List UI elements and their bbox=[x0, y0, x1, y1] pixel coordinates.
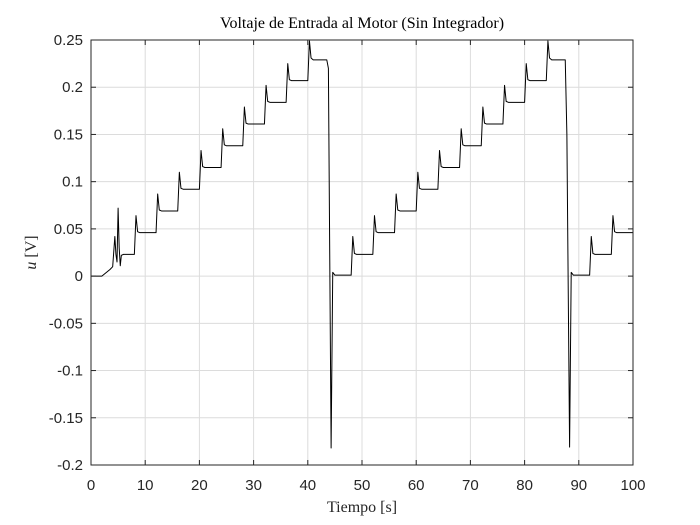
x-tick-label: 80 bbox=[516, 477, 533, 494]
x-tick-label: 70 bbox=[462, 477, 479, 494]
x-tick-label: 10 bbox=[137, 477, 154, 494]
y-axis-label: u [V] bbox=[23, 235, 40, 269]
y-tick-label: 0.1 bbox=[62, 174, 83, 191]
data-layer bbox=[91, 40, 633, 449]
y-tick-label: -0.1 bbox=[57, 363, 83, 380]
x-tick-label: 50 bbox=[354, 477, 371, 494]
x-tick-labels: 0 10 20 30 40 50 60 70 80 90 100 bbox=[87, 477, 646, 494]
y-tick-label: -0.15 bbox=[49, 410, 83, 427]
x-tick-label: 100 bbox=[620, 477, 645, 494]
chart-title: Voltaje de Entrada al Motor (Sin Integra… bbox=[220, 15, 504, 32]
x-tick-label: 0 bbox=[87, 477, 95, 494]
y-tick-label: -0.05 bbox=[49, 315, 83, 332]
x-tick-label: 20 bbox=[191, 477, 208, 494]
x-axis-label: Tiempo [s] bbox=[327, 499, 397, 516]
y-axis-label-unit: [V] bbox=[23, 235, 40, 261]
x-tick-label: 40 bbox=[299, 477, 316, 494]
y-axis-label-variable: u bbox=[23, 262, 40, 270]
y-tick-label: 0.05 bbox=[54, 221, 83, 238]
x-tick-label: 90 bbox=[570, 477, 587, 494]
y-tick-label: 0.25 bbox=[54, 32, 83, 49]
y-tick-label: 0.15 bbox=[54, 126, 83, 143]
y-tick-labels: -0.2 -0.15 -0.1 -0.05 0 0.05 0.1 0.15 0.2 0.25 bbox=[49, 32, 83, 474]
y-tick-label: 0.2 bbox=[62, 79, 83, 96]
y-tick-label: 0 bbox=[75, 268, 83, 285]
voltage-series-line bbox=[91, 40, 633, 449]
y-tick-label: -0.2 bbox=[57, 457, 83, 474]
tick-marks bbox=[90, 39, 634, 466]
x-tick-label: 30 bbox=[245, 477, 262, 494]
x-tick-label: 60 bbox=[408, 477, 425, 494]
